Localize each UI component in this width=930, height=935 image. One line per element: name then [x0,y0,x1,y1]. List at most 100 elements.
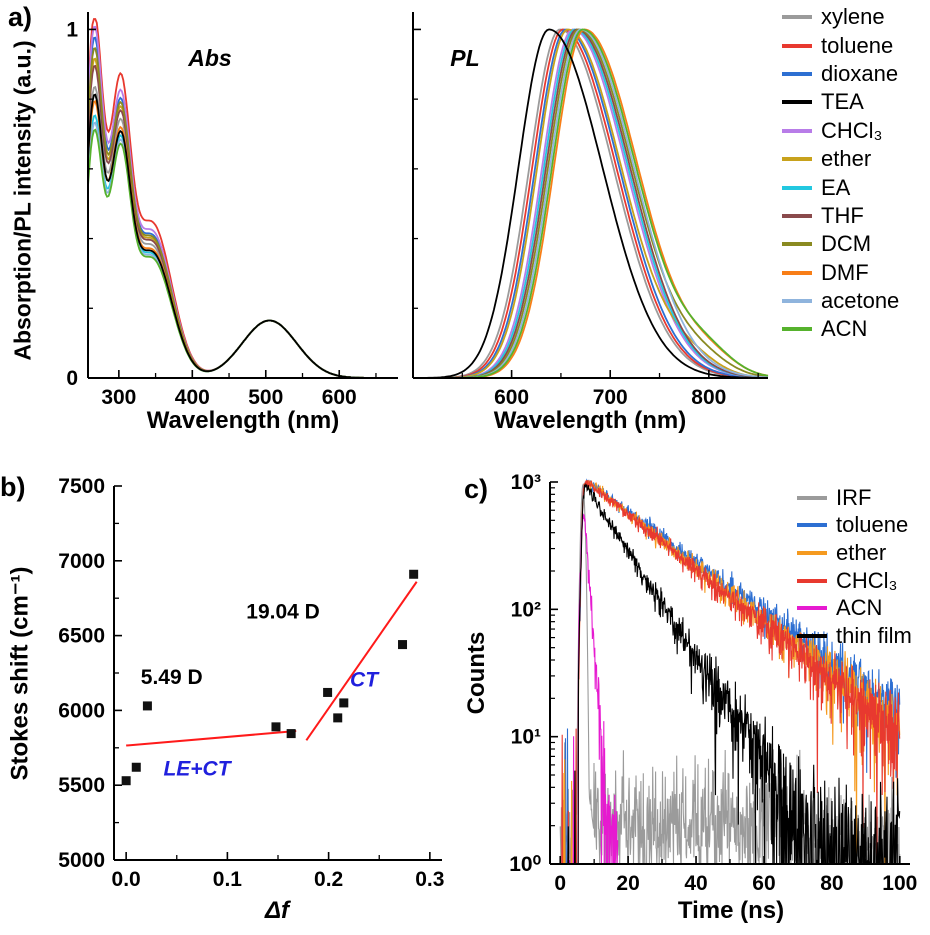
fit-line [305,581,418,741]
tick-label: 20 [616,872,639,895]
tick-label: 10¹ [511,726,541,749]
data-point [142,701,152,711]
data-point [121,776,131,786]
tick-label: 0.2 [314,868,343,891]
tick-label: 40 [684,872,707,895]
legend-line-swatch [782,299,812,304]
tick-label: 10³ [511,471,541,494]
legend-label: ACN [821,316,868,342]
tick-label: 7500 [58,475,105,498]
legend-label: THF [821,202,864,228]
panel-a-label: a) [8,2,33,32]
legend-label: EA [821,174,851,200]
pl-annotation: PL [450,45,480,71]
legend-item-ether: ether [782,145,899,173]
tick-label: 6000 [58,699,105,722]
annotation-text: CT [350,668,380,691]
pl-curve-ether [413,28,769,379]
legend-label: toluene [821,32,894,58]
data-point [286,729,296,739]
tick-label: 400 [175,386,210,409]
legend-item-TEA: TEA [782,88,899,116]
legend-item-DCM: DCM [782,230,899,258]
legend-label: dioxane [821,60,899,86]
tick-label: 300 [101,386,136,409]
tick-label: 6500 [58,625,105,648]
legend-label: DCM [821,231,872,257]
legend-item-EA: EA [782,173,899,201]
legend-line-swatch [782,213,812,218]
tick-label: 800 [691,386,726,409]
legend-line-swatch [797,633,827,638]
tick-label: 7000 [58,550,105,573]
legend-label: thin film [836,622,912,648]
legend-item-acetone: acetone [782,287,899,315]
legend-label: TEA [821,89,864,115]
tick-label: 5500 [58,774,105,797]
legend-label: ether [821,146,872,172]
tick-label: 100 [882,872,917,895]
legend-label: CHCl₃ [821,117,883,143]
legend-item-ACN: ACN [782,315,899,343]
panel-c-x-axis-label: Time (ns) [677,897,785,924]
legend-item-ACN: ACN [797,594,912,622]
pl-curve-toluene [413,28,768,379]
legend-line-swatch [797,606,827,611]
legend-item-ether: ether [797,539,912,567]
legend-label: acetone [821,288,900,314]
panel-a-y-axis-label: Absorption/PL intensity (a.u.) [9,40,36,361]
legend-line-swatch [797,550,827,555]
legend-item-toluene: toluene [797,512,912,540]
tick-label: 10² [511,598,541,621]
data-point [409,569,419,579]
decay-legend: IRF toluene ether CHCl₃ ACN thin film [797,484,912,650]
stokes-shift-chart: 5.49 D 19.04 D LE+CT CT 5000 5500 6000 6500 7000… [58,475,444,891]
abs-curve-TEA [87,93,398,379]
decay-curve-CHCl₃ [560,479,901,864]
legend-line-swatch [782,270,812,275]
abs-curve-DMF [87,100,398,379]
legend-line-swatch [782,128,812,133]
annotation-text: LE+CT [163,757,232,780]
legend-line-swatch [782,185,812,190]
legend-item-xylene: xylene [782,3,899,31]
panel-c-label: c) [464,474,489,504]
tick-label: 5000 [58,849,105,872]
fit-line [126,730,297,747]
annotation-text: 5.49 D [141,666,203,689]
panel-b-label: b) [0,472,26,502]
legend-item-IRF: IRF [797,484,912,512]
tick-label: 80 [820,872,843,895]
legend-line-swatch [782,71,812,76]
tick-label: 600 [494,386,529,409]
data-point [131,762,141,772]
tick-label: 0 [66,367,78,390]
legend-line-swatch [782,327,812,332]
abs-annotation: Abs [188,45,232,71]
data-point [333,713,343,723]
legend-item-thin-film: thin film [797,622,912,650]
legend-item-toluene: toluene [782,31,899,59]
legend-line-swatch [797,523,827,528]
legend-label: IRF [836,484,872,510]
legend-item-THF: THF [782,202,899,230]
legend-line-swatch [782,43,812,48]
data-point [398,640,408,650]
legend-item-DMF: DMF [782,259,899,287]
legend-item-dioxane: dioxane [782,60,899,88]
legend-line-swatch [782,157,812,162]
legend-label: CHCl₃ [836,567,898,593]
tick-label: 60 [752,872,775,895]
abs-curve-acetone [87,121,398,379]
absorption-pl-chart: 0 1 300 400 500 600 600 700 800 [66,12,769,409]
decay-chart: 0 20 40 60 80 100 10⁰ 10¹ 10² 10³ [509,471,917,895]
data-point [339,698,349,708]
tick-label: 1 [66,18,78,41]
tick-label: 0 [554,872,566,895]
decay-curve-thin-film [560,482,901,864]
abs-curve-EA [87,114,398,379]
tick-label: 0.3 [415,868,444,891]
solvent-legend: xylene toluene dioxane TEA CHCl₃ ether EA THF DC… [782,3,899,344]
legend-label: DMF [821,259,869,285]
